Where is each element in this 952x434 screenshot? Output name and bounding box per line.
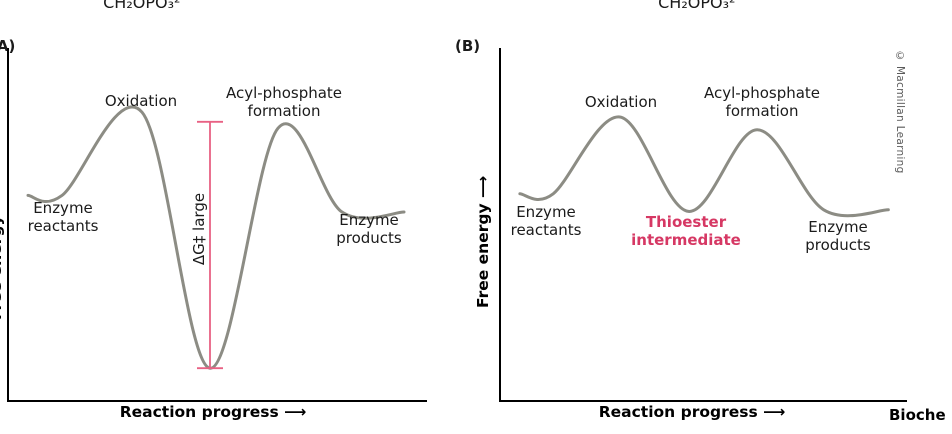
chem-formula-b: CH₂OPO₃²⁻ [658, 0, 744, 12]
energy-curve-b [518, 115, 890, 218]
label-enzyme-products-a-line2: products [336, 229, 402, 247]
y-axis-label-b: Free energy ⟶ [474, 175, 492, 308]
label-thioester-intermediate: Thioester intermediate [631, 213, 741, 249]
panel-a-tag: (A) [0, 37, 16, 55]
corner-text: Bioche [889, 406, 946, 424]
label-thioester-line1: Thioester [645, 213, 727, 231]
label-acyl-phosphate-a-line1: Acyl-phosphate [225, 84, 343, 102]
label-enzyme-reactants-a-line2: reactants [27, 217, 99, 235]
x-axis-label-b: Reaction progress ⟶ [598, 403, 786, 421]
label-oxidation-b: Oxidation [584, 93, 658, 111]
copyright-credit: © Macmillan Learning [894, 50, 906, 174]
label-thioester-line2: intermediate [631, 231, 741, 249]
panel-a-plot [7, 48, 427, 402]
label-enzyme-products-a: Enzyme products [336, 211, 402, 247]
panel-b-plot [499, 48, 907, 402]
label-enzyme-products-b-line2: products [805, 236, 871, 254]
label-acyl-phosphate-b-line2: formation [725, 102, 799, 120]
label-oxidation-a: Oxidation [104, 92, 178, 110]
label-enzyme-reactants-a-line1: Enzyme [33, 199, 93, 217]
x-axis-label-a: Reaction progress ⟶ [119, 403, 307, 421]
y-axis-label-a: Free energy ⟶ [0, 188, 5, 320]
label-enzyme-reactants-b-line2: reactants [510, 221, 582, 239]
label-acyl-phosphate-a: Acyl-phosphate formation [226, 84, 342, 120]
label-acyl-phosphate-b: Acyl-phosphate formation [704, 84, 820, 120]
panel-b-tag: (B) [455, 37, 481, 55]
label-acyl-phosphate-b-line1: Acyl-phosphate [703, 84, 821, 102]
chem-formula-a: CH₂OPO₃²⁻ [103, 0, 189, 12]
label-enzyme-reactants-b-line1: Enzyme [516, 203, 576, 221]
label-delta-g-large: ΔG‡ large [190, 192, 208, 266]
label-enzyme-reactants-a: Enzyme reactants [28, 199, 99, 235]
label-enzyme-products-b-line1: Enzyme [808, 218, 868, 236]
label-acyl-phosphate-a-line2: formation [247, 102, 321, 120]
label-enzyme-products-a-line1: Enzyme [339, 211, 399, 229]
label-enzyme-reactants-b: Enzyme reactants [511, 203, 582, 239]
label-enzyme-products-b: Enzyme products [805, 218, 871, 254]
